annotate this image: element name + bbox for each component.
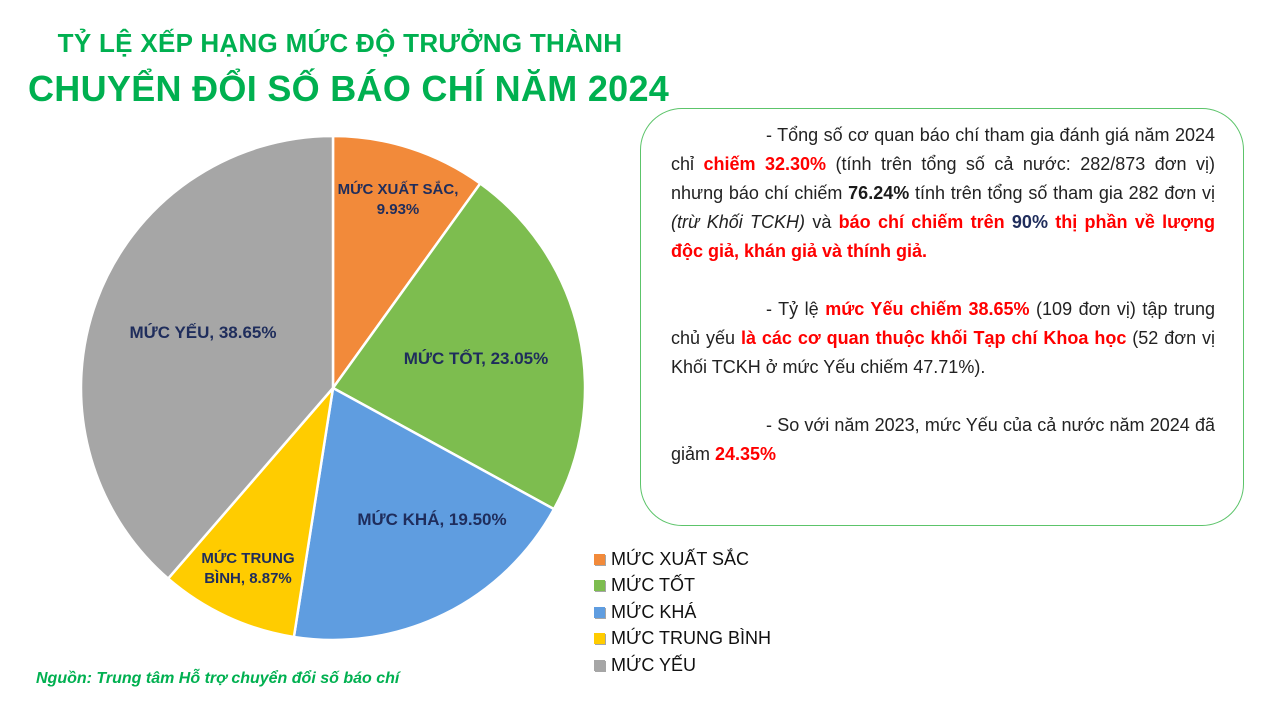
pie-label-xuat-sac: MỨC XUẤT SẮC, 9.93%	[338, 180, 459, 218]
info-text: (109 đơn vị) tập trung chủ yếu	[671, 299, 1215, 348]
info-highlight: chiếm 32.30%	[703, 154, 827, 174]
legend-label-trung-binh: MỨC TRUNG BÌNH	[611, 628, 772, 649]
info-highlight: thị phần về lượng độc giả, khán giả và t…	[671, 212, 1216, 261]
info-paragraph-1: - Tổng số cơ quan báo chí tham gia đánh …	[671, 121, 1215, 266]
info-text: (tính trên tổng số cả nước: 282/873 đơn …	[671, 154, 1215, 203]
info-text: (52 đơn vị Khối TCKH ở mức Yếu chiếm 47.…	[671, 328, 1216, 377]
legend-label-tot: MỨC TỐT	[611, 575, 696, 596]
legend-swatch-tot	[594, 580, 605, 592]
legend-label-kha: MỨC KHÁ	[611, 601, 697, 622]
pie-slice-trung-binh	[166, 383, 335, 639]
pie-slice-kha	[292, 386, 556, 642]
info-text: tính trên tổng số tham gia 282 đơn vị	[909, 183, 1215, 203]
info-highlight: 90%	[1011, 212, 1048, 232]
info-paragraph-3: - So với năm 2023, mức Yếu của cả nước n…	[671, 411, 1215, 469]
info-text: - So với năm 2023, mức Yếu của cả nước n…	[671, 415, 1215, 464]
info-italic: (trừ Khối TCKH)	[671, 212, 806, 232]
pie-label-tot: MỨC TỐT, 23.05%	[404, 348, 548, 368]
legend-item-kha: MỨC KHÁ	[594, 599, 771, 626]
legend-label-yeu: MỨC YẾU	[611, 654, 697, 675]
info-paragraph-2: - Tỷ lệ mức Yếu chiếm 38.65% (109 đơn vị…	[671, 295, 1215, 382]
pie-label-kha: MỨC KHÁ, 19.50%	[357, 510, 506, 529]
source-note: Nguồn: Trung tâm Hỗ trợ chuyển đổi số bá…	[36, 670, 400, 687]
info-highlight: mức Yếu chiếm 38.65%	[825, 299, 1030, 319]
info-highlight: là các cơ quan thuộc khối Tạp chí Khoa h…	[740, 328, 1127, 348]
pie-slice-xuat-sac	[331, 134, 482, 392]
legend-item-tot: MỨC TỐT	[594, 573, 771, 600]
info-text: - Tỷ lệ	[766, 299, 826, 319]
pie-slice-yeu	[79, 134, 335, 581]
info-box: - Tổng số cơ quan báo chí tham gia đánh …	[640, 108, 1244, 526]
info-text: và	[805, 212, 839, 232]
info-highlight: 24.35%	[715, 444, 777, 464]
title-line-1: TỶ LỆ XẾP HẠNG MỨC ĐỘ TRƯỞNG THÀNH	[57, 28, 623, 58]
legend-item-trung-binh: MỨC TRUNG BÌNH	[594, 626, 771, 653]
legend-item-xuat-sac: MỨC XUẤT SẮC	[594, 546, 771, 573]
legend-swatch-xuat-sac	[594, 553, 605, 565]
legend-item-yeu: MỨC YẾU	[594, 652, 771, 679]
info-text: - Tổng số cơ quan báo chí tham gia đánh …	[671, 125, 1215, 174]
title-line-2: CHUYỂN ĐỔI SỐ BÁO CHÍ NĂM 2024	[28, 68, 670, 109]
legend-label-xuat-sac: MỨC XUẤT SẮC	[611, 548, 750, 569]
chart-legend: MỨC XUẤT SẮC MỨC TỐT MỨC KHÁ MỨC TRUNG B…	[594, 546, 771, 679]
legend-swatch-yeu	[594, 659, 605, 671]
info-highlight: báo chí chiếm trên	[838, 212, 1012, 232]
pie-slice-tot	[331, 181, 587, 511]
pie-label-trung-binh: MỨC TRUNG BÌNH, 8.87%	[201, 549, 294, 587]
pie-label-yeu: MỨC YẾU, 38.65%	[129, 323, 276, 342]
legend-swatch-kha	[594, 606, 605, 618]
legend-swatch-trung-binh	[594, 633, 605, 645]
info-highlight: 76.24%	[848, 183, 910, 203]
